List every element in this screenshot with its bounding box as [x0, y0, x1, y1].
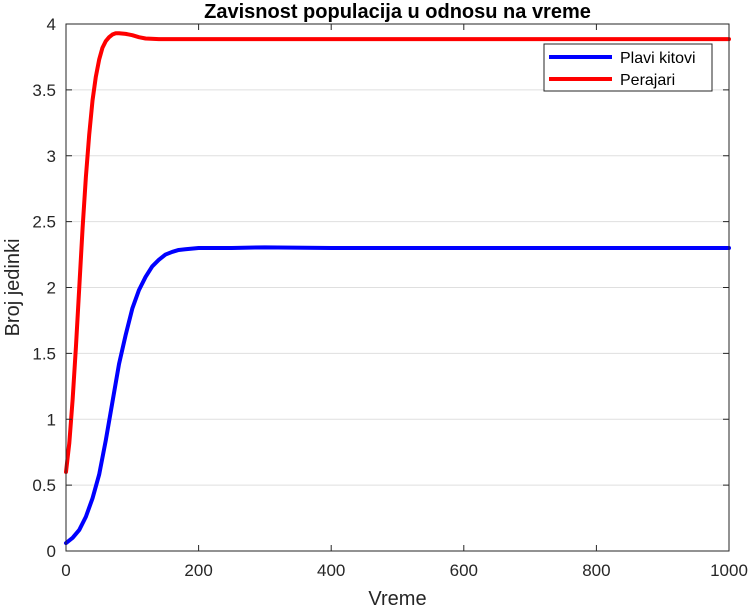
series-line-perajari	[64, 31, 731, 474]
y-tick-label: 1	[47, 410, 56, 429]
x-axis-title: Vreme	[368, 588, 426, 607]
y-tick-label: 2.5	[32, 213, 56, 232]
legend-label-perajari: Perajari	[620, 72, 675, 89]
axis-ticks: 0 200 400 600 800 1000 0 0.5 1 1.5 2 2.5 3 3.5 4	[32, 15, 748, 580]
y-tick-label: 4	[47, 15, 56, 34]
y-tick-label: 0	[47, 542, 56, 561]
legend-label-plavi-kitovi: Plavi kitovi	[620, 50, 696, 67]
y-tick-label: 3.5	[32, 81, 56, 100]
x-tick-label: 1000	[710, 561, 748, 580]
legend-box	[543, 43, 713, 92]
legend: Plavi kitovi Perajari	[543, 43, 713, 92]
series-line-plavi-kitovi	[64, 245, 731, 546]
x-tick-label: 400	[317, 561, 345, 580]
chart-title: Zavisnost populacija u odnosu na vreme	[204, 1, 591, 23]
y-tick-label: 3	[47, 147, 56, 166]
y-tick-label: 1.5	[32, 344, 56, 363]
x-tick-label: 200	[184, 561, 212, 580]
series-lines	[64, 31, 731, 546]
x-tick-label: 800	[582, 561, 610, 580]
x-tick-label: 0	[61, 561, 70, 580]
y-tick-label: 2	[47, 279, 56, 298]
y-tick-label: 0.5	[32, 476, 56, 495]
y-axis-title: Broj jedinki	[2, 239, 24, 337]
x-tick-label: 600	[450, 561, 478, 580]
